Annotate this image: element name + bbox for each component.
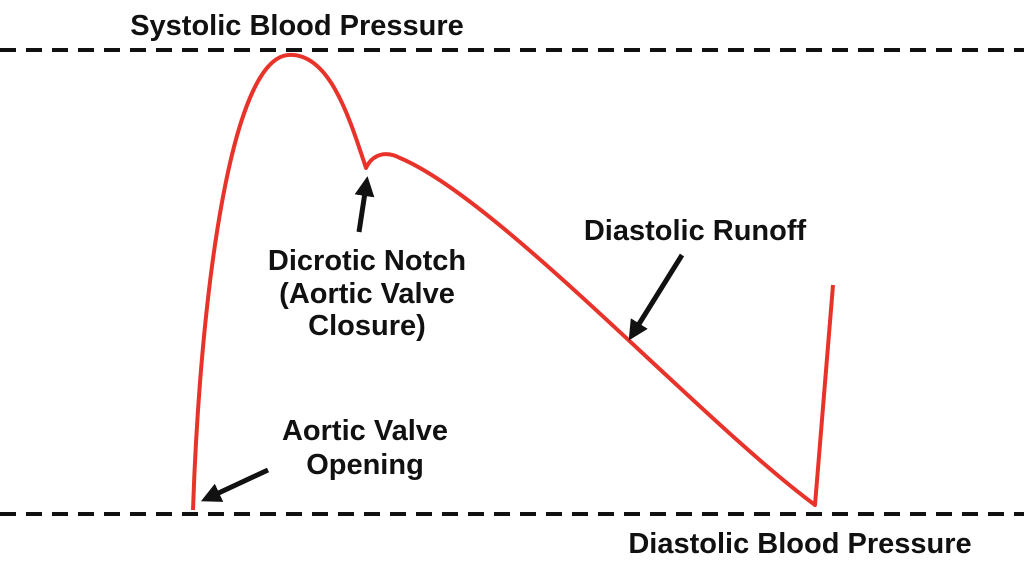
opening-arrow	[200, 467, 270, 502]
annotation: Diastolic Runoff	[584, 215, 807, 247]
annotation: (Aortic Valve	[279, 278, 455, 310]
annotation: Aortic Valve	[282, 415, 448, 447]
annotation: Dicrotic Notch	[268, 245, 466, 277]
diastolic-label: Diastolic Blood Pressure	[628, 528, 971, 560]
notch-arrow	[354, 176, 375, 233]
systolic-label: Systolic Blood Pressure	[130, 10, 464, 42]
annotation: Opening	[306, 449, 424, 481]
pressure-curve	[191, 52, 835, 511]
annotation: Closure)	[308, 310, 426, 342]
runoff-arrow	[628, 253, 685, 341]
